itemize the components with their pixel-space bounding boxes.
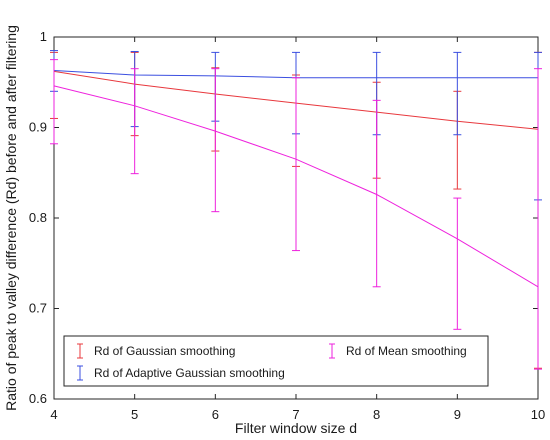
legend-label: Rd of Adaptive Gaussian smoothing [94,366,285,380]
y-tick-label: 0.7 [29,301,47,316]
legend: Rd of Gaussian smoothing Rd of Adaptive G… [63,335,489,387]
series-line [53,85,539,288]
x-tick-label: 5 [131,407,138,422]
legend-label: Rd of Gaussian smoothing [94,344,235,358]
y-axis-label: Ratio of peak to valley difference (Rd) … [3,25,19,411]
x-tick-label: 4 [50,407,57,422]
y-tick-label: 1 [40,29,47,44]
x-tick-label: 8 [373,407,380,422]
axis-ticks: 4 5 6 7 8 9 10 0.6 0.7 0.8 0.9 1 [29,29,545,422]
legend-label: Rd of Mean smoothing [346,344,467,358]
y-tick-label: 0.8 [29,210,47,225]
legend-item-1: Rd of Gaussian smoothing [77,343,235,359]
series-3 [50,59,542,370]
x-tick-label: 7 [292,407,299,422]
legend-box [63,335,489,387]
legend-item-3: Rd of Mean smoothing [329,343,467,359]
series-group [50,50,542,370]
x-tick-label: 10 [531,407,545,422]
y-tick-label: 0.6 [29,391,47,406]
x-tick-label: 9 [454,407,461,422]
legend-item-2: Rd of Adaptive Gaussian smoothing [77,365,285,381]
y-tick-label: 0.9 [29,120,47,135]
x-tick-label: 6 [212,407,219,422]
x-axis-label: Filter window size d [235,420,357,436]
